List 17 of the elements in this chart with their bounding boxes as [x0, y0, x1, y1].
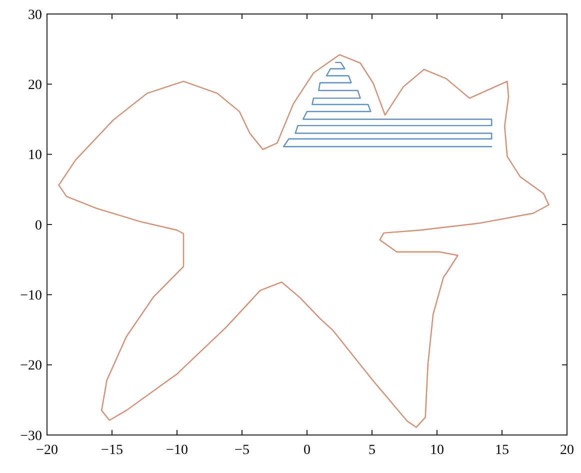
- y-tick-label: −20: [20, 358, 42, 374]
- y-tick-label: 10: [28, 148, 42, 164]
- line-series: [58, 54, 550, 428]
- x-tick-label: 0: [304, 443, 310, 458]
- x-tick-label: 15: [495, 443, 509, 458]
- line-series: [283, 62, 492, 148]
- x-tick-label: −5: [234, 443, 250, 458]
- x-tick-label: 20: [560, 443, 574, 458]
- y-tick-label: −10: [20, 288, 42, 304]
- x-tick-label: 10: [430, 443, 444, 458]
- x-tick-label: −10: [166, 443, 188, 458]
- x-tick-label: −15: [101, 443, 123, 458]
- x-tick-label: 5: [368, 443, 376, 458]
- y-tick-label: −30: [20, 428, 42, 444]
- y-tick-label: 0: [35, 218, 42, 234]
- y-tick-label: 20: [28, 78, 42, 94]
- y-tick-label: 30: [28, 8, 42, 23]
